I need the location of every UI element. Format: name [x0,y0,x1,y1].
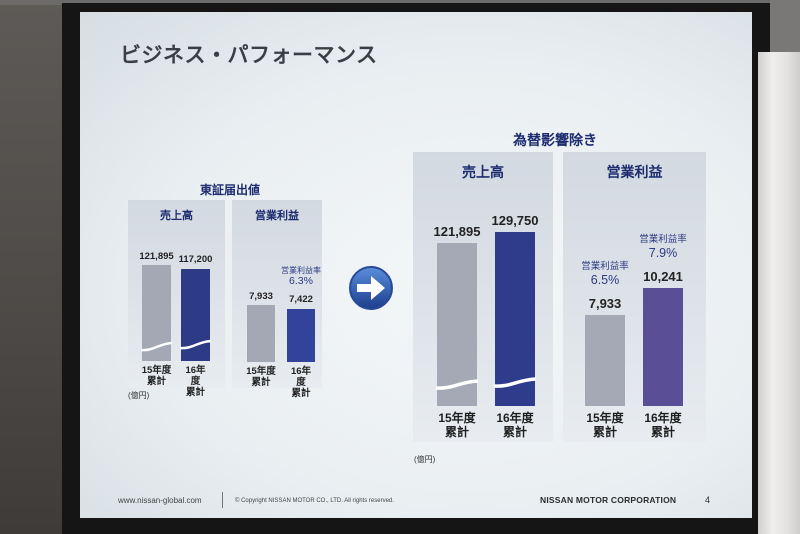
category-label: 15年度 累計 [438,411,476,439]
bar-value-label: 121,895 [139,250,174,262]
category-label: 15年度 累計 [141,365,172,387]
bar-value-label: 7,933 [249,290,273,302]
presentation-slide: ビジネス・パフォーマンス 東証届出値 為替影響除き 売上高 121,895 15年… [80,12,752,518]
wall-column [758,52,800,534]
category-label: 16年度 累計 [496,411,534,439]
bar-fy16 [643,288,683,406]
bar-value-label: 121,895 [433,223,481,239]
unit-label: (億円) [128,391,150,400]
bar-fy15 [142,265,171,361]
chart-title: 売上高 [462,164,504,180]
bar-fy15 [437,242,477,406]
group-heading-reported: 東証届出値 [199,183,260,197]
footer-copyright: © Copyright NISSAN MOTOR CO., LTD. All r… [235,498,394,504]
bar-fy15 [247,305,275,362]
slide-title: ビジネス・パフォーマンス [120,44,378,67]
bar-fy15 [585,314,625,406]
margin-annotation: 営業利益率 7.9% [639,234,687,261]
page-number: 4 [705,495,711,505]
margin-annotation-label: 営業利益率 [281,266,321,276]
background-wall [770,0,800,52]
chart-operating-profit-reported: 営業利益 7,933 15年度 累計 7,422 16年度 累計 営業利益率 6.3% [232,200,322,399]
category-label: 16年度 累計 [644,411,682,439]
footer-company: NISSAN MOTOR CORPORATION [540,495,677,505]
bar-value-label: 129,750 [491,213,539,229]
category-label: 15年度 累計 [586,411,624,439]
ceiling [0,0,800,5]
margin-annotation-label: 営業利益率 [581,260,629,272]
bar-value-label: 10,241 [643,269,683,285]
category-label: 15年度 累計 [246,366,276,388]
footer-url: www.nissan-global.com [118,496,202,505]
group-heading-excluding-fx: 為替影響除き [513,132,597,148]
margin-annotation-value: 6.5% [590,272,620,287]
bar-value-label: 117,200 [178,254,213,266]
bar-value-label: 7,422 [289,294,313,306]
category-label: 16年度 累計 [185,365,206,398]
chart-title: 営業利益 [606,164,663,180]
bar-fy16 [495,232,535,406]
bar-fy16 [181,268,210,361]
chart-title: 売上高 [160,210,193,222]
chart-net-revenue-excluding-fx: 売上高 121,895 15年度 累計 129,750 16年度 累計 [413,152,553,442]
margin-annotation: 営業利益率 6.5% [581,260,629,287]
unit-label: (億円) [414,455,436,464]
chart-operating-profit-excluding-fx: 営業利益 7,933 15年度 累計 営業利益率 6.5% 10,241 16年度 累計営… [563,152,706,442]
margin-annotation-value: 7.9% [648,246,678,261]
margin-annotation-label: 営業利益率 [639,234,687,246]
margin-annotation-value: 6.3% [289,275,313,288]
footer-divider [222,492,223,508]
bar-value-label: 7,933 [588,296,622,311]
category-label: 16年度 累計 [290,366,312,399]
chart-title: 営業利益 [255,210,299,222]
bar-fy16 [287,308,315,362]
margin-annotation: 営業利益率 6.3% [281,266,321,287]
chart-net-revenue-reported: 売上高 121,895 15年度 累計 117,200 16年度 累計 [128,200,225,398]
right-arrow-icon [349,266,393,310]
